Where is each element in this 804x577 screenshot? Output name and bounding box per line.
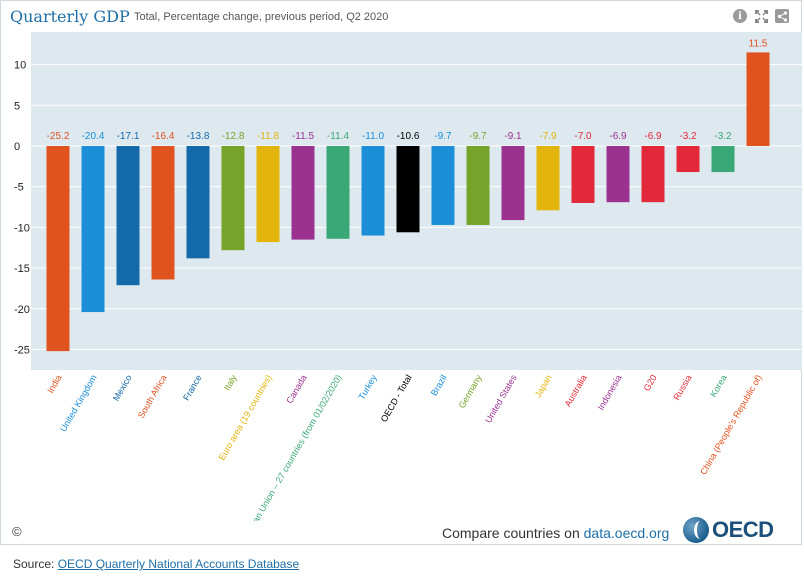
category-label: Germany (457, 373, 484, 410)
data-label: -25.2 (47, 131, 70, 142)
source-link[interactable]: OECD Quarterly National Accounts Databas… (57, 557, 300, 571)
chart-frame: Quarterly GDP Total, Percentage change, … (0, 0, 802, 545)
bar[interactable] (606, 146, 630, 203)
category-label: China (People's Republic of) (698, 373, 764, 477)
y-tick-label: -25 (14, 345, 30, 357)
data-label: -10.6 (397, 131, 420, 142)
data-label: -20.4 (82, 131, 105, 142)
category-label: Italy (222, 373, 239, 393)
oecd-logo-text: OECD (712, 517, 774, 542)
bar[interactable] (536, 146, 560, 211)
data-label: -3.2 (714, 131, 732, 142)
category-label: India (45, 373, 63, 395)
data-label: -17.1 (117, 131, 140, 142)
data-label: -6.9 (644, 131, 662, 142)
category-label: Mexico (111, 373, 134, 403)
compare-countries: Compare countries on data.oecd.org (442, 525, 669, 541)
data-label: -16.4 (152, 131, 175, 142)
bar[interactable] (151, 146, 175, 280)
data-label: -12.8 (222, 131, 245, 142)
y-tick-label: -20 (14, 304, 30, 316)
data-label: -11.0 (362, 131, 384, 142)
share-icon[interactable] (775, 9, 789, 23)
bar[interactable] (256, 146, 280, 243)
data-label: -11.5 (292, 131, 314, 142)
data-label: -6.9 (609, 131, 627, 142)
category-label: Canada (284, 373, 308, 405)
y-tick-label: 0 (14, 141, 20, 153)
bar[interactable] (676, 146, 700, 173)
fullscreen-icon[interactable] (754, 9, 768, 23)
data-label: -9.7 (434, 131, 452, 142)
category-label: Australia (563, 373, 589, 408)
bar[interactable] (291, 146, 315, 240)
category-label: Turkey (356, 373, 378, 402)
data-oecd-link[interactable]: data.oecd.org (583, 525, 670, 541)
category-label: Russia (671, 373, 693, 402)
data-label: -7.0 (574, 131, 592, 142)
bar[interactable] (746, 52, 770, 146)
category-label: Korea (708, 373, 729, 399)
bar[interactable] (46, 146, 70, 352)
category-label: G20 (642, 373, 659, 393)
data-label: -11.4 (327, 131, 349, 142)
category-label: Japan (533, 373, 554, 399)
bar-chart: -25.2 -20.4 -17.1 -16.4 -13.8 -12.8 -11.8 -11.5… (14, 32, 802, 521)
y-tick-label: -10 (14, 222, 30, 234)
category-label: France (181, 373, 204, 402)
chart-header: Quarterly GDP Total, Percentage change, … (1, 1, 803, 32)
y-tick-label: -5 (14, 182, 24, 194)
y-tick-label: 5 (14, 100, 20, 112)
chart-subtitle: Total, Percentage change, previous perio… (134, 11, 389, 23)
copyright-symbol: © (12, 524, 22, 539)
data-label: -11.8 (257, 131, 279, 142)
bar[interactable] (396, 146, 420, 233)
source-line: Source: OECD Quarterly National Accounts… (13, 557, 299, 571)
bar[interactable] (326, 146, 350, 239)
bar[interactable] (186, 146, 210, 259)
category-label: United States (483, 373, 519, 425)
bar[interactable] (711, 146, 735, 173)
data-label: -13.8 (187, 131, 210, 142)
data-label: -9.7 (469, 131, 487, 142)
bars (46, 52, 770, 352)
bar[interactable] (571, 146, 595, 203)
category-label: South Africa (136, 373, 169, 420)
chart-title: Quarterly GDP (10, 7, 130, 26)
category-label: Brazil (429, 373, 449, 397)
bar[interactable] (466, 146, 490, 225)
y-tick-label: 10 (14, 60, 26, 72)
data-label: 11.5 (749, 38, 768, 49)
bar[interactable] (116, 146, 140, 286)
info-icon[interactable]: i (733, 9, 747, 23)
bar[interactable] (361, 146, 385, 236)
category-label: Indonesia (596, 373, 624, 412)
bar[interactable] (431, 146, 455, 225)
y-tick-label: -15 (14, 263, 30, 275)
bar[interactable] (221, 146, 245, 251)
source-label: Source: (13, 557, 58, 571)
data-label: -9.1 (504, 131, 522, 142)
chart-toolbar: i (733, 9, 789, 23)
y-axis: 10 5 0 -5 -10 -15 -20 -25 (14, 60, 30, 357)
data-label: -7.9 (539, 131, 557, 142)
bar[interactable] (501, 146, 525, 221)
category-label: United Kingdom (58, 373, 99, 433)
category-label: OECD - Total (379, 373, 414, 424)
bar[interactable] (81, 146, 105, 313)
compare-text: Compare countries on (442, 525, 584, 541)
oecd-logo-icon (683, 517, 709, 543)
data-labels: -25.2 -20.4 -17.1 -16.4 -13.8 -12.8 -11.8 -11.5… (47, 38, 768, 142)
oecd-logo[interactable]: OECD (683, 517, 774, 543)
data-label: -3.2 (679, 131, 697, 142)
bar[interactable] (641, 146, 665, 203)
